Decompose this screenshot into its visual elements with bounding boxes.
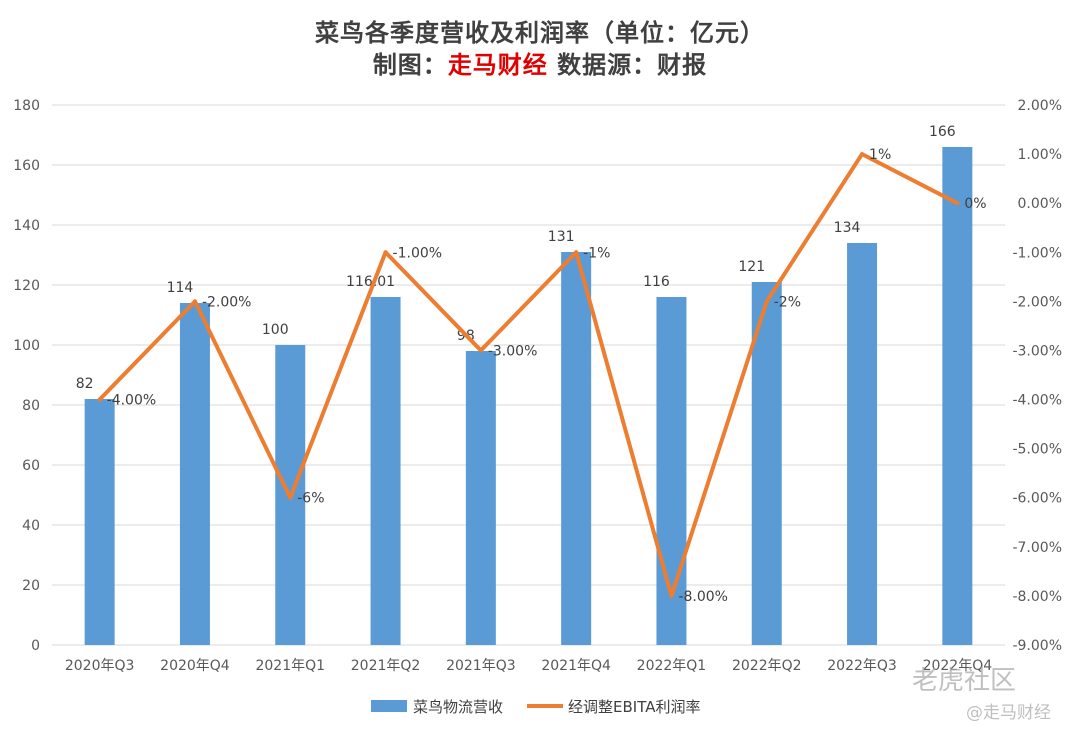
x-tick: 2021年Q4 xyxy=(541,658,611,674)
bar-data-label: 121 xyxy=(738,259,765,275)
line-data-label: 1% xyxy=(869,147,891,163)
x-tick: 2021年Q2 xyxy=(351,658,421,674)
y-tick-right: -2.00% xyxy=(1012,294,1062,310)
bar xyxy=(465,351,496,645)
y-tick-right: 2.00% xyxy=(1018,98,1062,114)
y-tick-right: -1.00% xyxy=(1012,245,1062,261)
line-series xyxy=(97,152,960,598)
line-data-label: -1% xyxy=(583,245,610,261)
bar-data-label: 116 xyxy=(643,274,670,290)
x-tick: 2020年Q4 xyxy=(160,658,230,674)
y-tick-right: -8.00% xyxy=(1012,589,1062,605)
line-data-label: -2.00% xyxy=(202,294,252,310)
y-tick-left: 120 xyxy=(13,278,40,294)
y-tick-left: 0 xyxy=(31,638,40,654)
y-tick-right: -3.00% xyxy=(1012,343,1062,359)
bar xyxy=(942,147,973,645)
y-tick-left: 40 xyxy=(22,518,40,534)
y-tick-right: -4.00% xyxy=(1012,393,1062,409)
bar xyxy=(656,297,687,645)
line-point xyxy=(764,299,769,304)
line-data-label: -3.00% xyxy=(488,343,538,359)
bar-data-label: 82 xyxy=(76,376,94,392)
bar xyxy=(179,303,210,645)
legend: 菜鸟物流营收 经调整EBITA利润率 xyxy=(371,698,700,716)
x-tick: 2022年Q2 xyxy=(732,658,802,674)
line-data-labels: -4.00% -2.00% -6% -1.00% -3.00% -1% -8.00% -2% 1… xyxy=(107,147,987,605)
bar xyxy=(847,243,878,645)
y-tick-left: 180 xyxy=(13,98,40,114)
y-axis-left: 0 20 40 60 80 100 120 140 160 180 xyxy=(13,98,40,654)
line-path xyxy=(97,152,960,598)
legend-bar-swatch xyxy=(371,700,407,712)
y-tick-left: 160 xyxy=(13,158,40,174)
gridlines xyxy=(52,104,1005,646)
bar-data-label: 134 xyxy=(834,220,861,236)
bar xyxy=(561,252,592,645)
bar xyxy=(370,296,401,645)
chart-subtitle: 制图：走马财经 数据源：财报 xyxy=(0,45,1080,80)
bar-data-label: 116.01 xyxy=(346,274,395,290)
y-tick-right: -7.00% xyxy=(1012,540,1062,556)
watermark-author: @走马财经 xyxy=(966,703,1051,723)
legend-bar-label: 菜鸟物流营收 xyxy=(413,698,503,716)
subtitle-source: 数据源：财报 xyxy=(547,50,708,79)
line-data-label: -2% xyxy=(774,294,801,310)
legend-line-label: 经调整EBITA利润率 xyxy=(568,698,700,716)
line-point xyxy=(97,397,102,402)
line-data-label: -4.00% xyxy=(107,393,157,409)
y-tick-left: 140 xyxy=(13,218,40,234)
line-data-label: -8.00% xyxy=(678,589,728,605)
line-point xyxy=(192,299,197,304)
x-tick: 2022年Q1 xyxy=(637,658,707,674)
x-tick: 2021年Q3 xyxy=(446,658,516,674)
watermark-logo: 老虎社区 xyxy=(912,666,1017,696)
bar xyxy=(84,399,115,645)
bar-data-label: 100 xyxy=(262,322,289,338)
y-tick-right: -6.00% xyxy=(1012,491,1062,507)
y-tick-right: -9.00% xyxy=(1012,638,1062,654)
line-data-label: 0% xyxy=(964,196,986,212)
bar-data-label: 131 xyxy=(548,229,575,245)
line-point xyxy=(574,250,579,255)
bar-data-label: 166 xyxy=(929,124,956,140)
y-tick-right: -5.00% xyxy=(1012,442,1062,458)
x-tick: 2021年Q1 xyxy=(255,658,325,674)
y-tick-left: 80 xyxy=(22,398,40,414)
x-tick: 2022年Q4 xyxy=(923,658,993,674)
y-tick-left: 60 xyxy=(22,458,40,474)
line-data-label: -1.00% xyxy=(393,245,443,261)
subtitle-prefix: 制图： xyxy=(372,50,448,79)
line-point xyxy=(955,201,960,206)
bar-series xyxy=(84,147,973,645)
subtitle-author: 走马财经 xyxy=(447,50,548,79)
line-point xyxy=(669,593,674,598)
y-tick-left: 20 xyxy=(22,578,40,594)
line-point xyxy=(860,152,865,157)
line-point xyxy=(383,250,388,255)
line-data-label: -6% xyxy=(297,491,324,507)
x-axis: 2020年Q3 2020年Q4 2021年Q1 2021年Q2 2021年Q3 2021年… xyxy=(65,658,992,674)
y-tick-right: 0.00% xyxy=(1018,196,1062,212)
y-axis-right: -9.00% -8.00% -7.00% -6.00% -5.00% -4.00% -3.0… xyxy=(1012,98,1062,654)
x-tick: 2022年Q3 xyxy=(827,658,897,674)
line-point xyxy=(478,348,483,353)
bar xyxy=(751,282,782,645)
bar-data-label: 114 xyxy=(167,280,194,296)
x-tick: 2020年Q3 xyxy=(65,658,135,674)
y-tick-left: 100 xyxy=(13,338,40,354)
y-tick-right: 1.00% xyxy=(1018,147,1062,163)
line-point xyxy=(288,495,293,500)
chart-title: 菜鸟各季度营收及利润率（单位：亿元） xyxy=(315,18,765,47)
